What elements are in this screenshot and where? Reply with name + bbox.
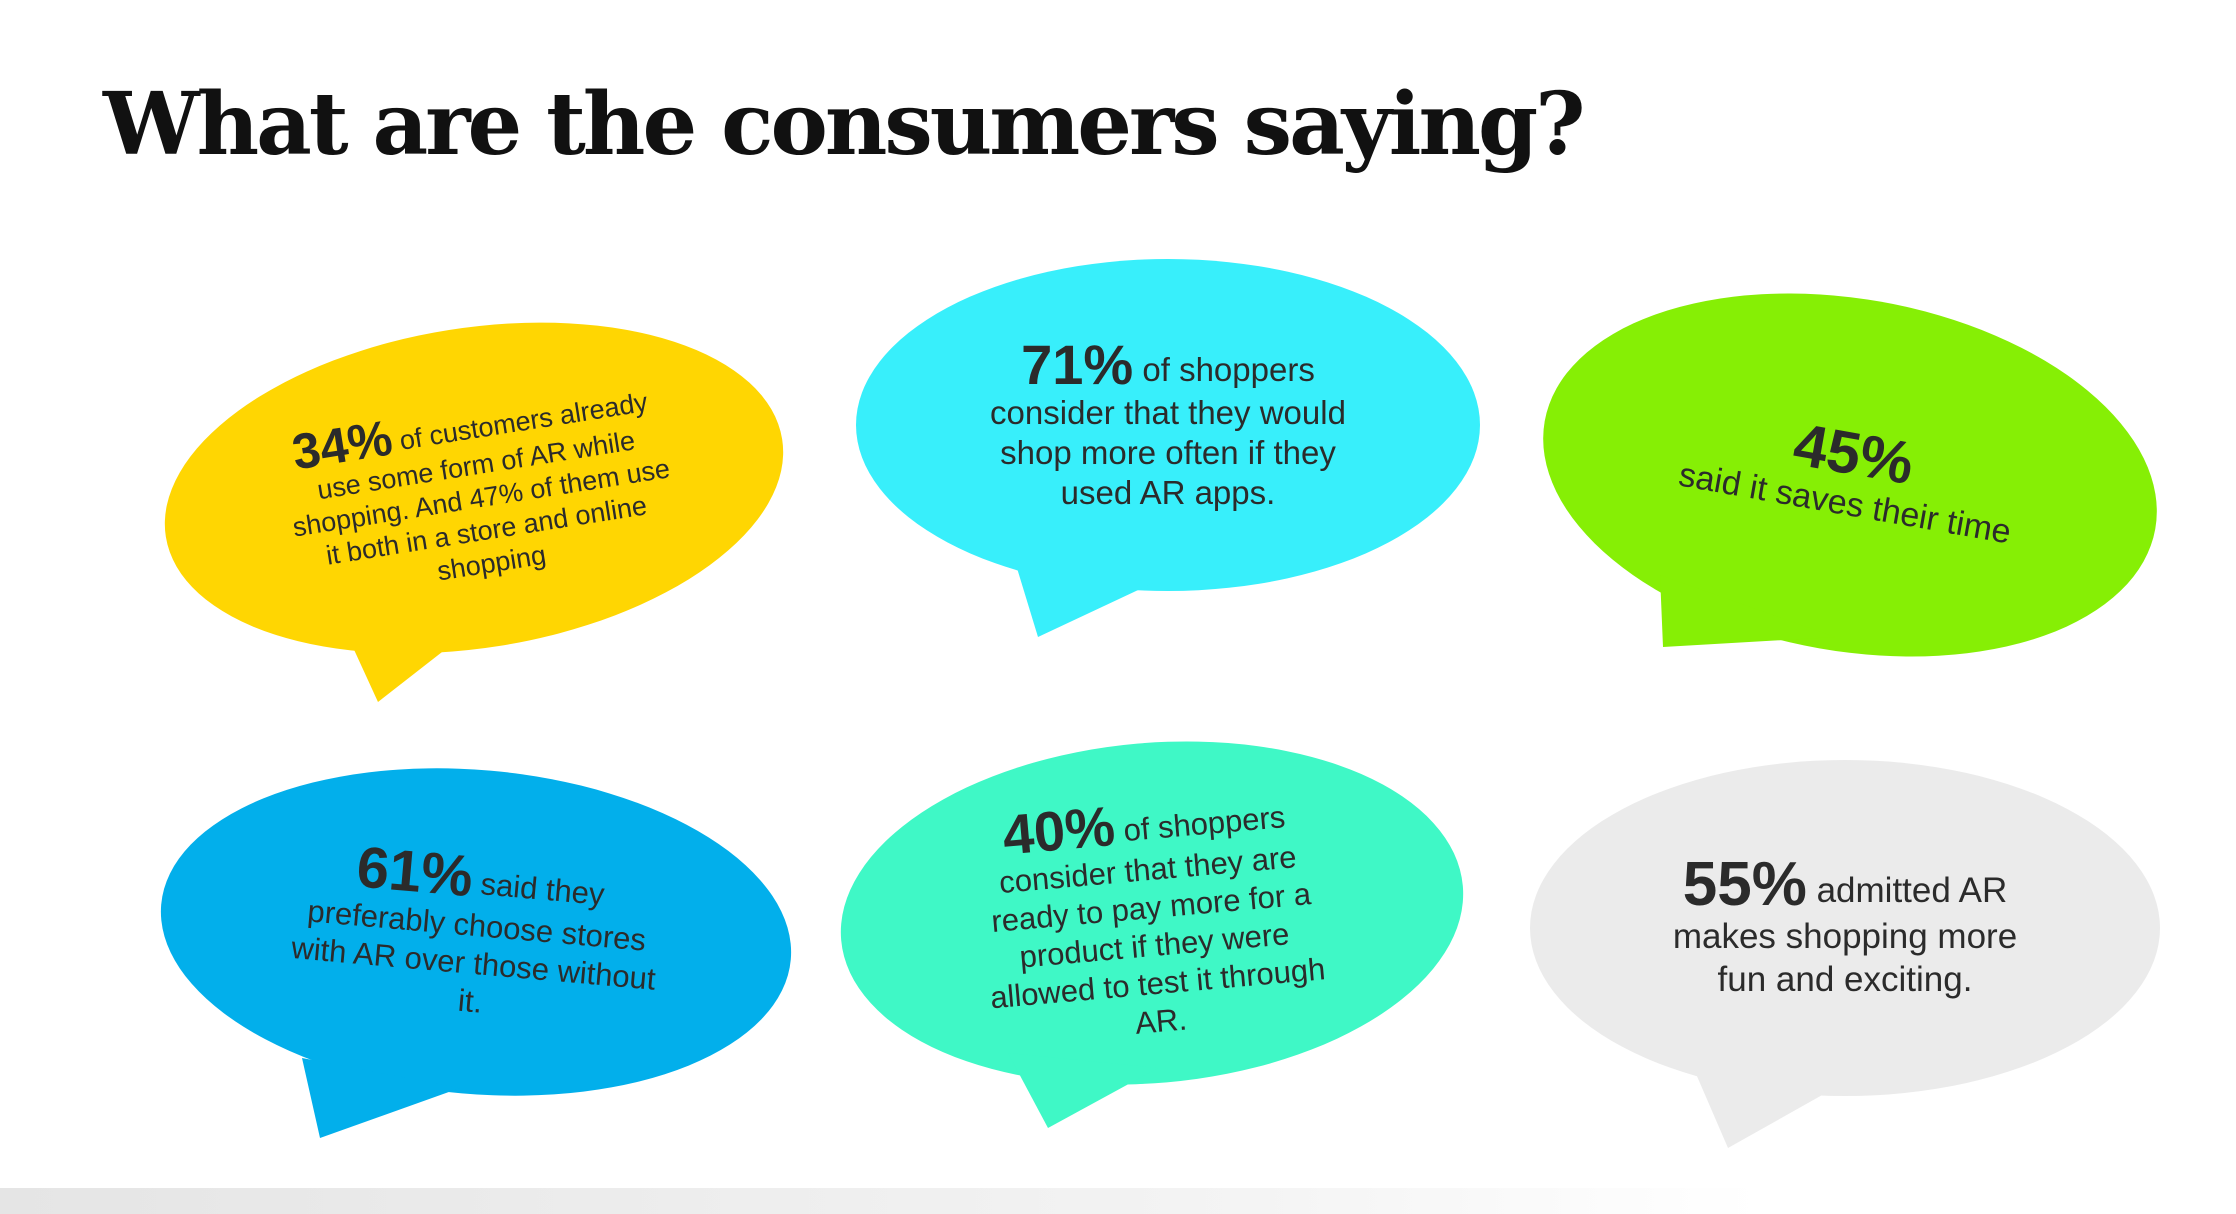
speech-bubble-shape	[1530, 760, 2160, 1148]
speech-bubble-45: 45% said it saves their time	[1535, 285, 2175, 685]
bubble-tail	[1008, 1053, 1158, 1128]
bubble-line-1: of shoppers	[1142, 350, 1315, 388]
bubble-line-1: said they	[479, 866, 606, 913]
page-title: What are the consumers saying?	[103, 74, 1585, 175]
bubble-line-2: makes shopping more	[1672, 917, 2018, 957]
bubble-line-2: consider that they would	[990, 393, 1346, 431]
bubble-tail	[1660, 575, 1835, 647]
bottom-shadow	[0, 1188, 1760, 1214]
bubble-line-6: AR.	[1133, 1001, 1189, 1041]
bubble-body	[856, 259, 1480, 591]
bubble-body	[160, 768, 792, 1096]
bubble-line-1: admitted AR	[1816, 871, 2008, 911]
speech-bubble-71: 71% of shoppers consider that they would…	[853, 255, 1493, 655]
speech-bubble-shape	[160, 768, 792, 1138]
bubble-text: 61% said they preferably choose stores w…	[147, 743, 805, 1127]
speech-bubble-shape	[840, 741, 1464, 1128]
bubble-tail	[1690, 1060, 1840, 1148]
speech-bubble-34: 34% of customers already use some form o…	[160, 300, 800, 720]
bubble-line-3: fun and exciting.	[1717, 960, 1973, 999]
bubble-line-4: it.	[456, 982, 484, 1020]
bubble-tail	[302, 1058, 460, 1138]
bubble-line-4: used AR apps.	[1060, 474, 1276, 512]
bubble-tail	[345, 630, 460, 702]
percent-value: 71%	[1021, 332, 1134, 396]
percent-value: 55%	[1682, 850, 1807, 920]
bubble-body	[1530, 760, 2160, 1096]
bubble-body	[840, 741, 1464, 1085]
bubble-text: 71% of shoppers consider that they would…	[853, 255, 1483, 595]
speech-bubble-shape	[164, 322, 784, 702]
speech-bubble-61: 61% said they preferably choose stores w…	[160, 768, 800, 1150]
speech-bubble-55: 55% admitted AR makes shopping more fun …	[1530, 760, 2170, 1160]
bubble-body	[164, 322, 784, 654]
bubble-text: 55% admitted AR makes shopping more fun …	[1530, 760, 2160, 1096]
bubble-body	[1543, 293, 2157, 657]
bubble-text: 40% of shoppers consider that they are r…	[824, 711, 1481, 1124]
speech-bubble-shape	[1543, 293, 2157, 657]
bubble-tail	[1013, 555, 1153, 637]
speech-bubble-40: 40% of shoppers consider that they are r…	[838, 738, 1478, 1138]
speech-bubble-shape	[856, 259, 1480, 637]
bubble-line-3: shop more often if they	[1000, 433, 1336, 471]
